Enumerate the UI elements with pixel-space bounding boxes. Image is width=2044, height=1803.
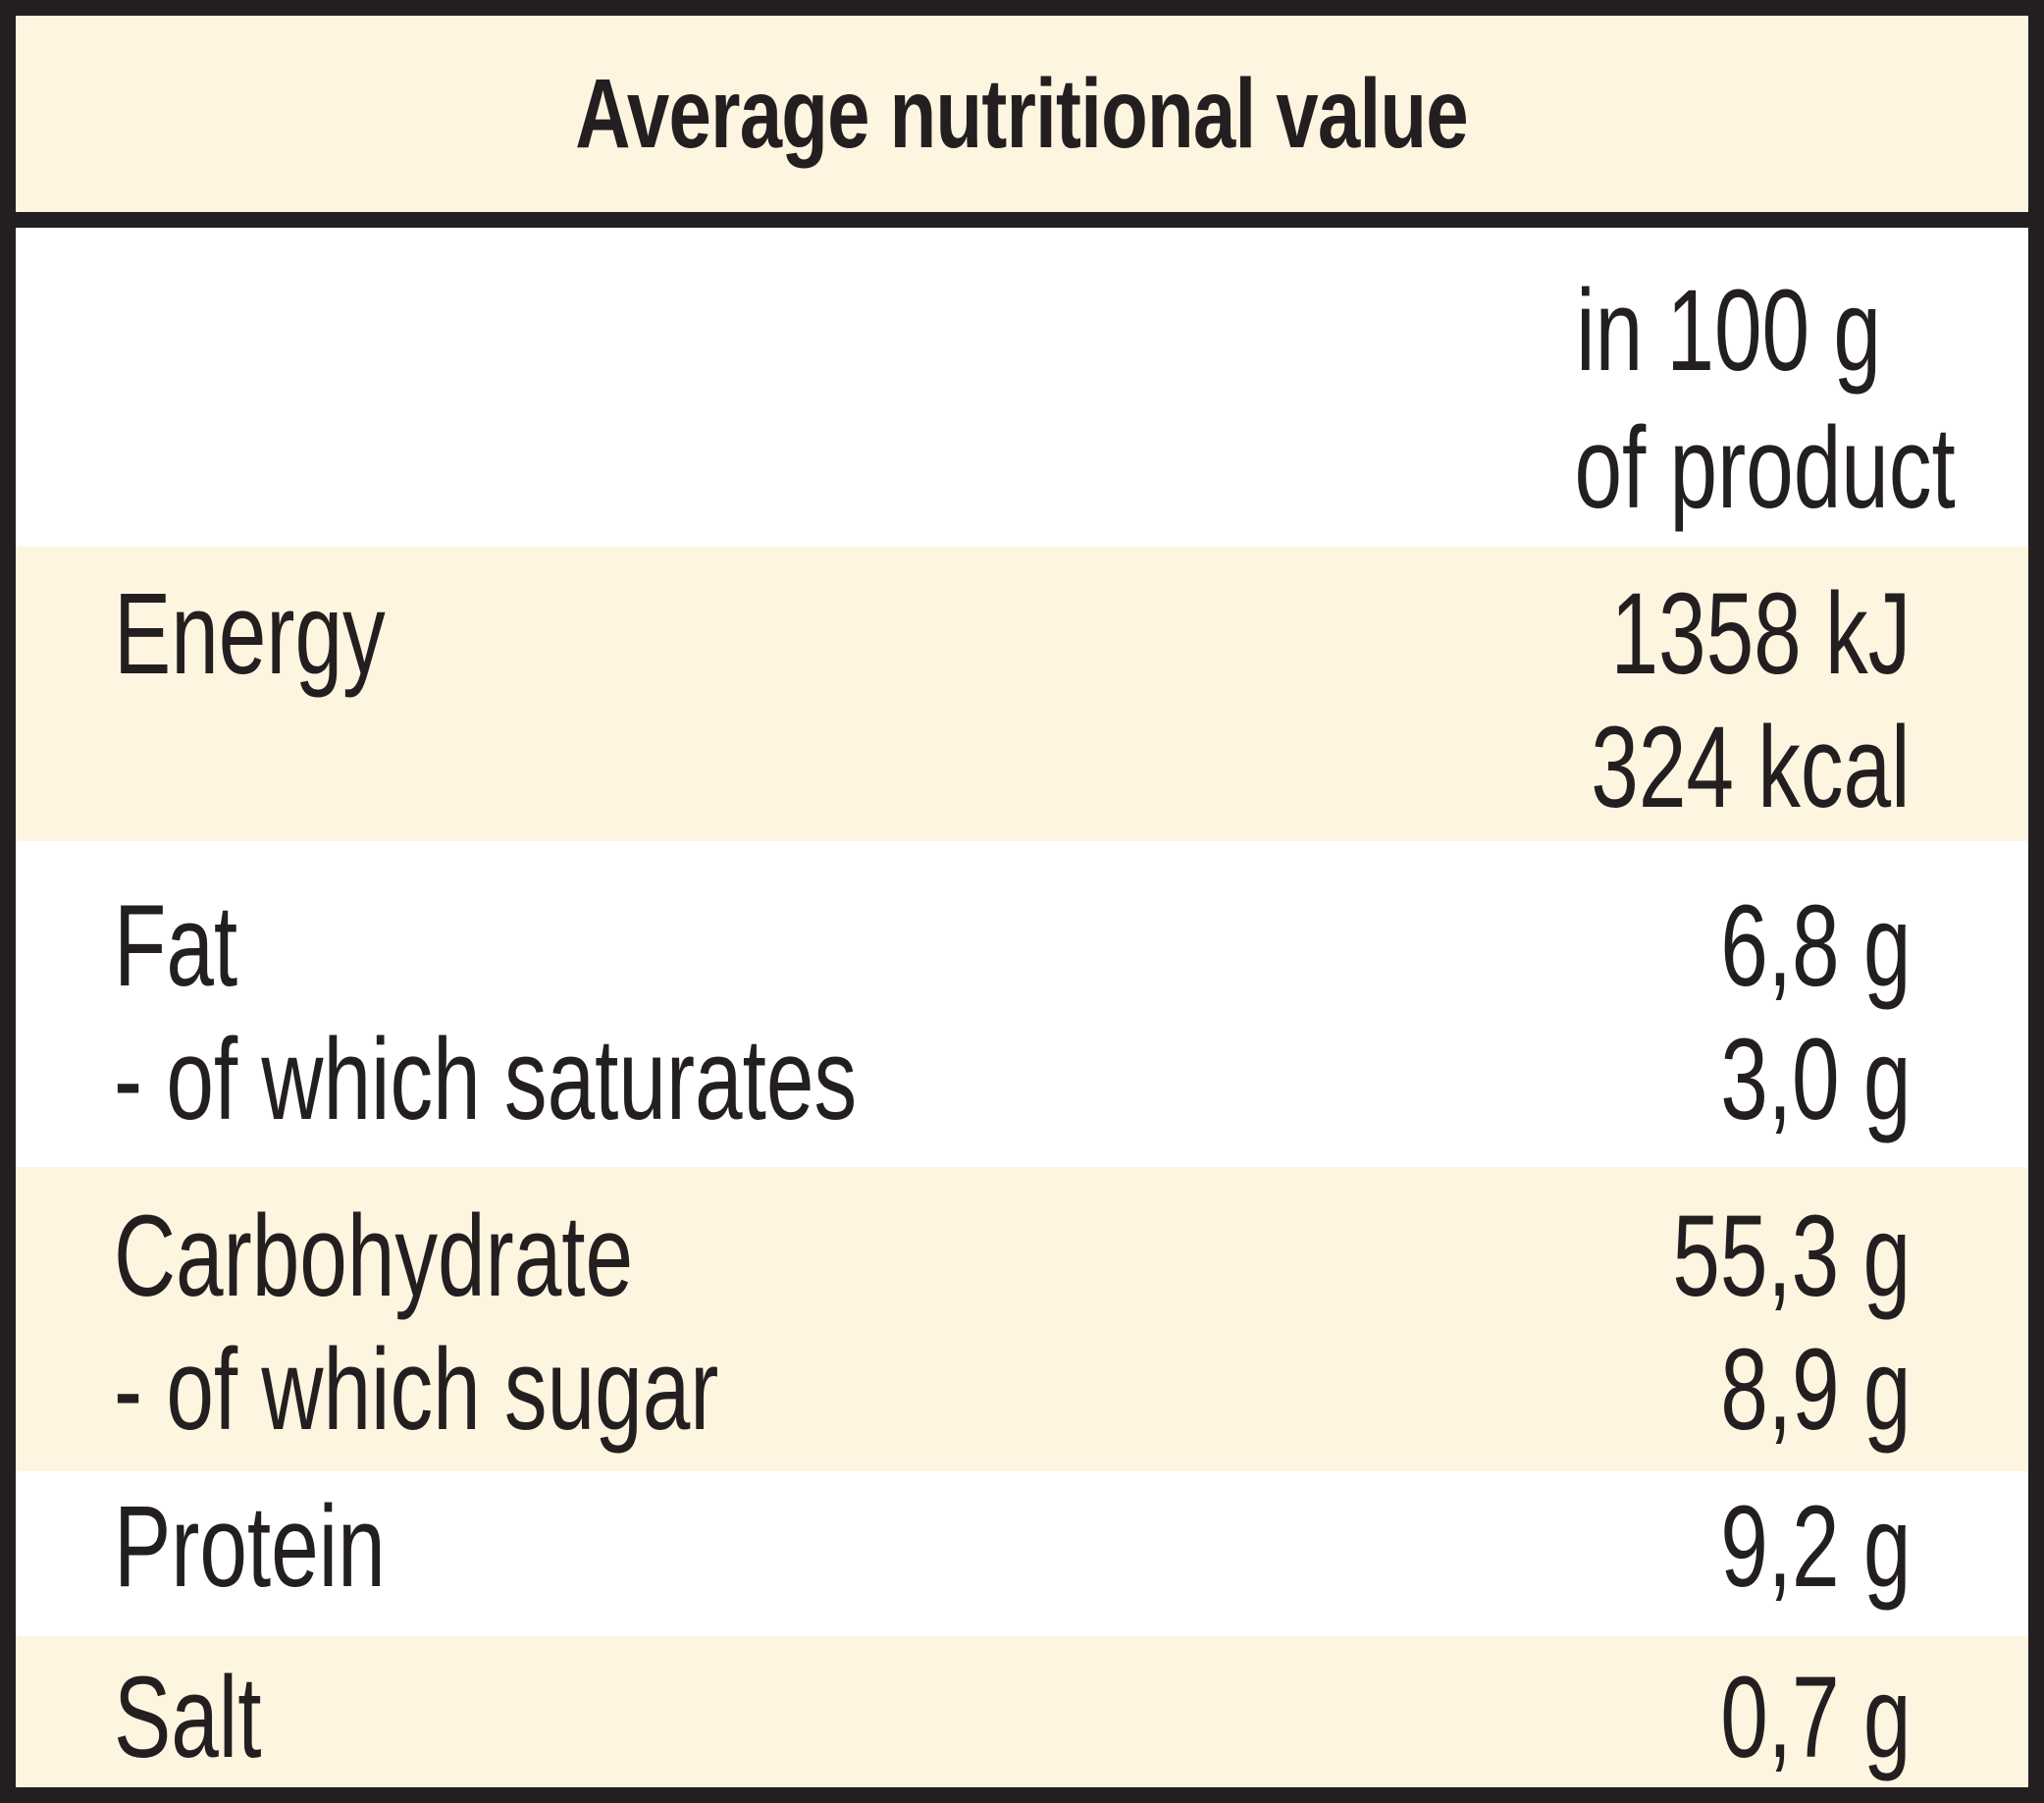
column-header-row: in 100 g of product: [16, 228, 2028, 547]
nutrient-name: Protein: [114, 1482, 386, 1612]
nutrient-row-carbohydrate: Carbohydrate - of which sugar 55,3 g 8,9…: [16, 1167, 2028, 1471]
nutrient-value: 8,9 g: [1719, 1325, 1911, 1455]
nutrient-name: Fat: [114, 881, 238, 1011]
nutrient-value: 9,2 g: [1719, 1482, 1911, 1612]
nutrient-value: 6,8 g: [1719, 881, 1911, 1011]
nutrient-row-fat: Fat - of which saturates 6,8 g 3,0 g: [16, 841, 2028, 1167]
label-title: Average nutritional value: [575, 58, 1469, 169]
nutrient-value: 0,7 g: [1719, 1653, 1911, 1782]
nutrient-row-salt: Salt 0,7 g: [16, 1636, 2028, 1787]
nutrient-value: 324 kcal: [1591, 703, 1911, 832]
title-divider: [16, 212, 2028, 228]
nutrient-row-energy: Energy 1358 kJ 324 kcal: [16, 547, 2028, 841]
nutrient-value: 3,0 g: [1719, 1015, 1911, 1144]
nutrient-value: 1358 kJ: [1610, 569, 1911, 699]
nutrient-subname: - of which sugar: [114, 1325, 719, 1455]
nutrient-subname: - of which saturates: [114, 1015, 858, 1144]
nutrient-name: Carbohydrate: [114, 1192, 634, 1321]
nutrient-row-protein: Protein 9,2 g: [16, 1471, 2028, 1636]
column-header-line1: in 100 g: [1576, 266, 1881, 396]
column-header-line2: of product: [1574, 403, 1956, 533]
title-bar: Average nutritional value: [16, 16, 2028, 212]
nutrient-name: Energy: [114, 569, 386, 699]
nutrient-value: 55,3 g: [1672, 1192, 1911, 1321]
nutrient-name: Salt: [114, 1653, 262, 1782]
